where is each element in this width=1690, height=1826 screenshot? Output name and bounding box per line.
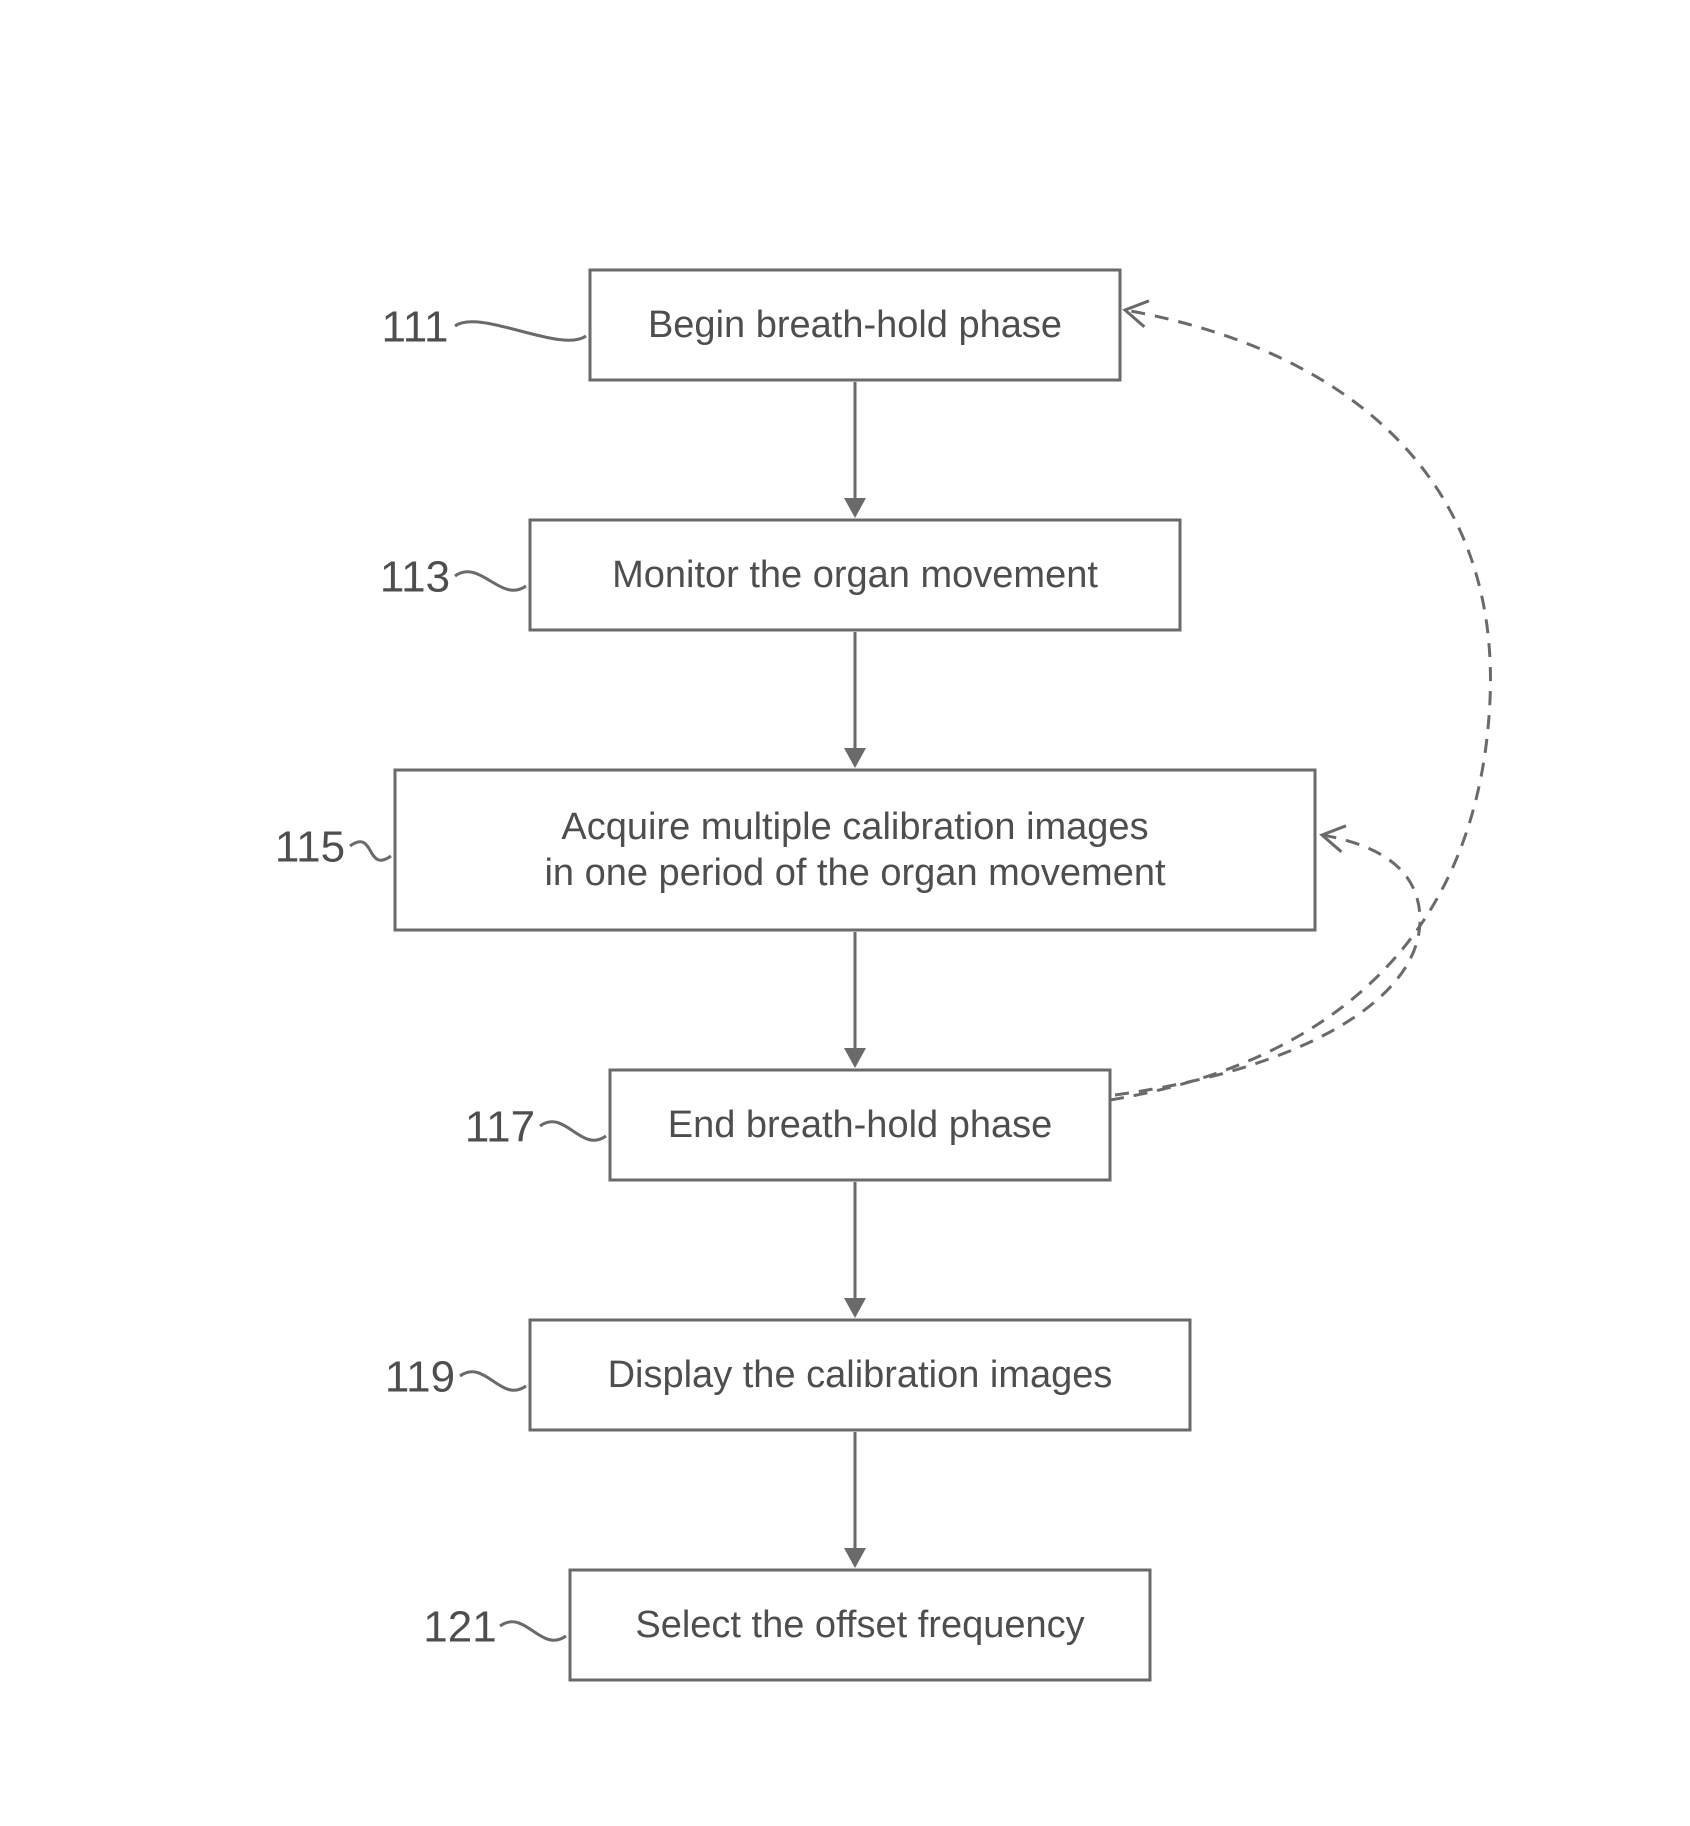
node-number-label: 119 bbox=[385, 1353, 455, 1402]
node-number-label: 111 bbox=[382, 303, 449, 352]
flow-node-117: End breath-hold phase bbox=[610, 1070, 1110, 1180]
flow-node-label: in one period of the organ movement bbox=[544, 852, 1166, 894]
node-number-label: 121 bbox=[423, 1603, 496, 1652]
flow-node-label: Acquire multiple calibration images bbox=[561, 806, 1148, 848]
flow-node-label: Display the calibration images bbox=[608, 1354, 1113, 1396]
flow-node-113: Monitor the organ movement bbox=[530, 520, 1180, 630]
node-number-label: 115 bbox=[275, 823, 345, 872]
flow-node-119: Display the calibration images bbox=[530, 1320, 1190, 1430]
loop-to-n111 bbox=[1110, 301, 1490, 1100]
edge-n117-n119 bbox=[844, 1182, 866, 1318]
flow-node-label: Monitor the organ movement bbox=[612, 554, 1098, 596]
node-number-label: 113 bbox=[380, 553, 450, 602]
node-number-119: 119 bbox=[385, 1353, 526, 1402]
edge-n119-n121 bbox=[844, 1432, 866, 1568]
flow-node-115: Acquire multiple calibration imagesin on… bbox=[395, 770, 1315, 930]
flow-node-label: Begin breath-hold phase bbox=[648, 304, 1062, 346]
edge-n111-n113 bbox=[844, 382, 866, 518]
node-number-111: 111 bbox=[382, 303, 586, 352]
flow-node-label: End breath-hold phase bbox=[668, 1104, 1053, 1146]
flow-node-111: Begin breath-hold phase bbox=[590, 270, 1120, 380]
edge-n115-n117 bbox=[844, 932, 866, 1068]
node-number-115: 115 bbox=[275, 823, 391, 872]
node-number-label: 117 bbox=[465, 1103, 535, 1152]
flow-node-label: Select the offset frequency bbox=[635, 1604, 1084, 1646]
flow-node-121: Select the offset frequency bbox=[570, 1570, 1150, 1680]
node-number-121: 121 bbox=[423, 1603, 566, 1652]
edge-n113-n115 bbox=[844, 632, 866, 768]
node-number-113: 113 bbox=[380, 553, 526, 602]
node-number-117: 117 bbox=[465, 1103, 606, 1152]
